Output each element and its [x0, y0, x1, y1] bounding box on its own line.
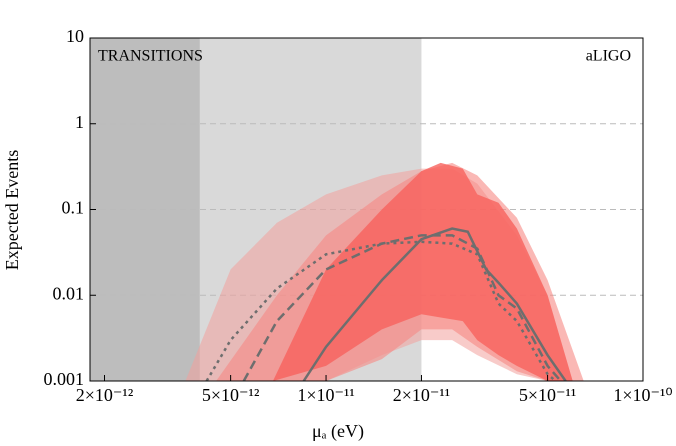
y-tick-label: 0.001 — [44, 369, 85, 389]
x-axis-label: μₐ (eV) — [312, 421, 364, 442]
curve — [302, 227, 567, 381]
x-tick-label: 1×10⁻¹⁰ — [613, 385, 672, 405]
band — [272, 162, 573, 381]
annotation: aLIGO — [586, 48, 631, 65]
y-tick-label: 1 — [75, 112, 84, 132]
annotation: TRANSITIONS — [98, 48, 203, 65]
y-tick-label: 0.1 — [62, 198, 85, 218]
x-tick-label: 2×10⁻¹¹ — [393, 385, 450, 405]
y-tick-label: 0.01 — [53, 283, 85, 303]
y-tick-label: 10 — [66, 26, 84, 46]
plot-area — [90, 38, 643, 381]
plot-frame — [89, 37, 644, 382]
y-axis-label: Expected Events — [2, 150, 22, 270]
curve — [205, 240, 557, 381]
x-tick-label: 2×10⁻¹² — [76, 385, 133, 405]
x-tick-label: 5×10⁻¹² — [202, 385, 259, 405]
x-tick-label: 1×10⁻¹¹ — [297, 385, 354, 405]
curve — [242, 234, 562, 381]
x-tick-label: 5×10⁻¹¹ — [519, 385, 576, 405]
